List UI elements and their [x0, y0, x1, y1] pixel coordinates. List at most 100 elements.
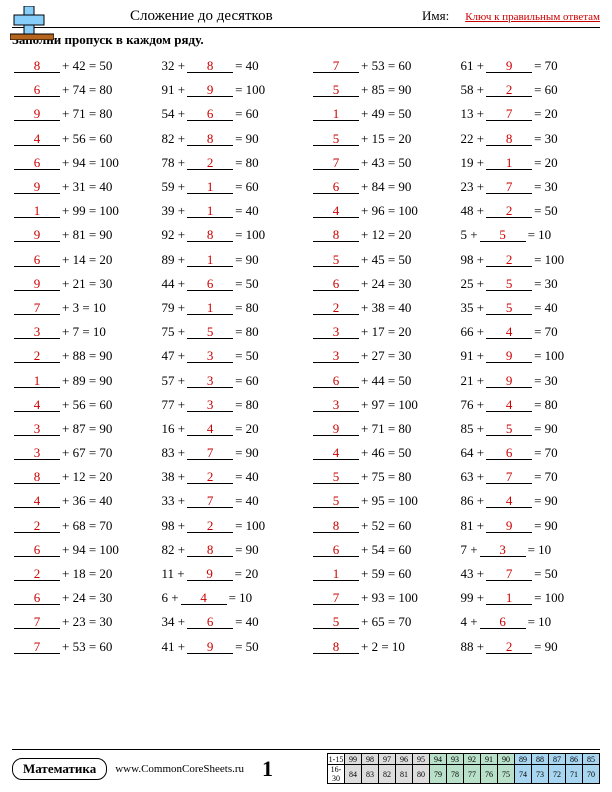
problem-cell: 79 + 1 = 80: [162, 296, 302, 320]
problem-cell: 6 + 24 = 30: [12, 586, 152, 610]
problem-cell: 1 + 89 = 90: [12, 368, 152, 392]
answer-blank: 6: [14, 83, 60, 97]
score-table: 1-1599989796959493929190898887868516-308…: [327, 753, 600, 784]
problem-cell: 75 + 5 = 80: [162, 320, 302, 344]
header: Сложение до десятков Имя: Ключ к правиль…: [12, 8, 600, 28]
answer-blank: 2: [486, 253, 532, 267]
problem-cell: 91 + 9 = 100: [461, 344, 601, 368]
answer-blank: 8: [313, 519, 359, 533]
answer-blank: 2: [313, 301, 359, 315]
problem-cell: 4 + 56 = 60: [12, 393, 152, 417]
problem-cell: 3 + 27 = 30: [311, 344, 451, 368]
problem-cell: 33 + 7 = 40: [162, 489, 302, 513]
answer-blank: 4: [313, 446, 359, 460]
problem-cell: 8 + 2 = 10: [311, 635, 451, 659]
problem-cell: 25 + 5 = 30: [461, 272, 601, 296]
answer-blank: 5: [313, 470, 359, 484]
problem-cell: 7 + 43 = 50: [311, 151, 451, 175]
answer-blank: 2: [14, 349, 60, 363]
answer-blank: 4: [181, 591, 227, 605]
answer-blank: 7: [486, 180, 532, 194]
problem-cell: 77 + 3 = 80: [162, 393, 302, 417]
answer-blank: 9: [187, 83, 233, 97]
problem-cell: 5 + 95 = 100: [311, 489, 451, 513]
problem-cell: 2 + 38 = 40: [311, 296, 451, 320]
problem-cell: 6 + 54 = 60: [311, 538, 451, 562]
answer-blank: 2: [14, 519, 60, 533]
answer-blank: 8: [14, 59, 60, 73]
answer-blank: 3: [14, 422, 60, 436]
answer-blank: 6: [480, 615, 526, 629]
problem-cell: 41 + 9 = 50: [162, 635, 302, 659]
answer-blank: 2: [486, 83, 532, 97]
answer-blank: 7: [486, 470, 532, 484]
answer-blank: 3: [313, 349, 359, 363]
problem-cell: 4 + 56 = 60: [12, 127, 152, 151]
answer-blank: 6: [14, 543, 60, 557]
answer-blank: 3: [14, 325, 60, 339]
answer-blank: 6: [14, 156, 60, 170]
problem-cell: 2 + 68 = 70: [12, 514, 152, 538]
answer-blank: 4: [187, 422, 233, 436]
problem-cell: 47 + 3 = 50: [162, 344, 302, 368]
answer-blank: 6: [14, 591, 60, 605]
answer-blank: 9: [187, 640, 233, 654]
answer-blank: 2: [14, 567, 60, 581]
answer-blank: 1: [14, 204, 60, 218]
answer-blank: 7: [14, 301, 60, 315]
answer-blank: 4: [313, 204, 359, 218]
problem-cell: 9 + 21 = 30: [12, 272, 152, 296]
answer-blank: 2: [486, 640, 532, 654]
problem-cell: 6 + 4 = 10: [162, 586, 302, 610]
problem-cell: 63 + 7 = 70: [461, 465, 601, 489]
answer-blank: 3: [187, 374, 233, 388]
answer-blank: 8: [313, 228, 359, 242]
answer-blank: 1: [14, 374, 60, 388]
answer-blank: 7: [486, 107, 532, 121]
subject-box: Математика: [12, 758, 107, 780]
answer-blank: 5: [313, 132, 359, 146]
answer-blank: 4: [486, 494, 532, 508]
answer-blank: 8: [14, 470, 60, 484]
problem-cell: 7 + 3 = 10: [461, 538, 601, 562]
problem-cell: 89 + 1 = 90: [162, 248, 302, 272]
answer-blank: 7: [486, 567, 532, 581]
problem-cell: 5 + 45 = 50: [311, 248, 451, 272]
problem-cell: 6 + 24 = 30: [311, 272, 451, 296]
problem-cell: 21 + 9 = 30: [461, 368, 601, 392]
answer-blank: 9: [14, 277, 60, 291]
problem-cell: 48 + 2 = 50: [461, 199, 601, 223]
problem-cell: 5 + 15 = 20: [311, 127, 451, 151]
problem-cell: 1 + 49 = 50: [311, 102, 451, 126]
answer-blank: 5: [313, 494, 359, 508]
problem-cell: 83 + 7 = 90: [162, 441, 302, 465]
problem-cell: 11 + 9 = 20: [162, 562, 302, 586]
answer-blank: 1: [187, 180, 233, 194]
problem-cell: 1 + 59 = 60: [311, 562, 451, 586]
answer-blank: 4: [14, 494, 60, 508]
answer-blank: 9: [14, 180, 60, 194]
plus-logo-icon: [10, 6, 54, 40]
problem-cell: 81 + 9 = 90: [461, 514, 601, 538]
answer-blank: 5: [313, 253, 359, 267]
problem-cell: 38 + 2 = 40: [162, 465, 302, 489]
problem-cell: 22 + 8 = 30: [461, 127, 601, 151]
problem-cell: 4 + 46 = 50: [311, 441, 451, 465]
answer-blank: 5: [313, 83, 359, 97]
problem-cell: 7 + 53 = 60: [311, 54, 451, 78]
answer-blank: 8: [187, 59, 233, 73]
answer-blank: 7: [313, 591, 359, 605]
answer-blank: 8: [187, 132, 233, 146]
problem-cell: 3 + 7 = 10: [12, 320, 152, 344]
answer-blank: 2: [187, 519, 233, 533]
problem-cell: 7 + 93 = 100: [311, 586, 451, 610]
problem-cell: 98 + 2 = 100: [162, 514, 302, 538]
problem-cell: 9 + 81 = 90: [12, 223, 152, 247]
answer-blank: 3: [480, 543, 526, 557]
problem-cell: 59 + 1 = 60: [162, 175, 302, 199]
answer-blank: 3: [313, 325, 359, 339]
problem-cell: 7 + 53 = 60: [12, 635, 152, 659]
problem-cell: 6 + 94 = 100: [12, 151, 152, 175]
problem-cell: 99 + 1 = 100: [461, 586, 601, 610]
problem-cell: 92 + 8 = 100: [162, 223, 302, 247]
